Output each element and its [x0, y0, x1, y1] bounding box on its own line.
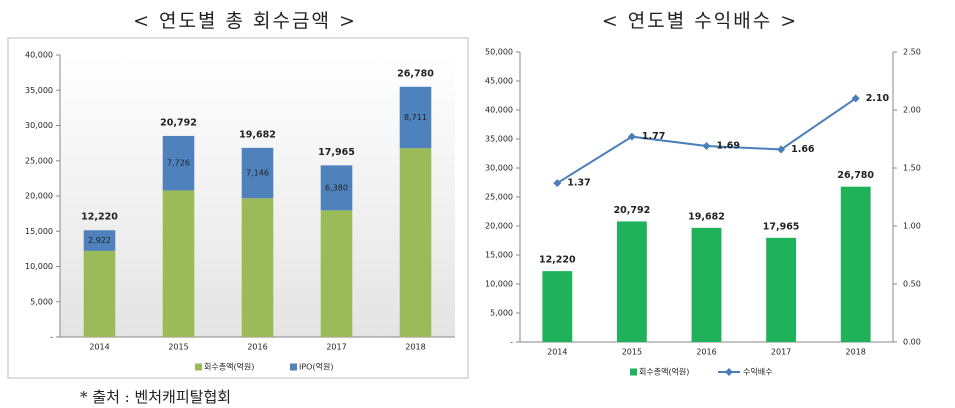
- bar: [766, 237, 797, 342]
- data-label: 26,780: [837, 170, 874, 181]
- y-tick-label: 20,000: [25, 192, 53, 201]
- y-tick-label: 10,000: [485, 280, 513, 289]
- chart-title: < 연도별 수익배수 >: [602, 10, 798, 32]
- line: [556, 97, 857, 184]
- bar: [840, 186, 871, 342]
- line-marker: [777, 145, 786, 154]
- data-label: 1.77: [642, 131, 665, 142]
- line-marker: [553, 179, 562, 188]
- y-tick-label: 25,000: [25, 156, 53, 165]
- bar: [241, 198, 274, 337]
- legend-swatch: [195, 363, 202, 371]
- y-tick-label: 45,000: [485, 77, 513, 86]
- legend-marker: [725, 368, 733, 376]
- y-tick-label: 15,000: [485, 251, 513, 260]
- legend-label: IPO(억원): [299, 362, 333, 372]
- bar: [162, 135, 195, 191]
- y-tick-label: 10,000: [25, 262, 53, 271]
- bar: [542, 271, 573, 342]
- y2-tick-label: 2.50: [903, 48, 921, 57]
- bar: [616, 221, 647, 342]
- x-tick-label: 2017: [771, 348, 791, 357]
- bar: [162, 190, 195, 337]
- line-marker: [702, 141, 711, 150]
- data-label: 12,220: [539, 255, 576, 266]
- y-tick-label: 25,000: [485, 193, 513, 202]
- x-tick-label: 2016: [696, 348, 716, 357]
- bar: [320, 210, 353, 337]
- data-label: 26,780: [397, 68, 434, 79]
- y2-tick-label: 0.00: [903, 338, 921, 347]
- bar: [320, 165, 353, 211]
- y2-tick-label: 0.50: [903, 280, 921, 289]
- x-tick-label: 2017: [326, 343, 346, 352]
- data-label: 8,711: [404, 113, 427, 122]
- y-tick-label: 20,000: [485, 222, 513, 231]
- data-label: 12,220: [81, 212, 118, 223]
- line-marker: [627, 132, 636, 141]
- data-label: 1.37: [567, 178, 590, 189]
- y-tick-label: 35,000: [485, 135, 513, 144]
- x-tick-label: 2018: [846, 348, 866, 357]
- data-label: 2.10: [866, 93, 890, 104]
- x-tick-label: 2015: [168, 343, 188, 352]
- x-tick-label: 2015: [622, 348, 642, 357]
- data-label: 17,965: [318, 147, 355, 158]
- x-tick-label: 2018: [405, 343, 425, 352]
- legend-label: 회수총액(억원): [204, 362, 254, 372]
- data-label: 6,380: [325, 183, 348, 192]
- y-tick-label: 50,000: [485, 48, 513, 57]
- bar: [399, 86, 432, 149]
- bar: [691, 227, 722, 342]
- data-label: 20,792: [160, 117, 197, 128]
- x-tick-label: 2014: [89, 343, 109, 352]
- legend-swatch: [630, 368, 637, 376]
- y2-tick-label: 2.00: [903, 106, 921, 115]
- data-label: 19,682: [239, 129, 276, 140]
- data-label: 17,965: [763, 221, 800, 232]
- source: * 출처 : 벤처캐피탈협회: [80, 388, 231, 406]
- y-tick-label: 40,000: [485, 106, 513, 115]
- bar: [83, 250, 116, 337]
- data-label: 1.66: [791, 144, 815, 155]
- data-label: 1.69: [717, 140, 740, 151]
- y-tick-label: 30,000: [485, 164, 513, 173]
- data-label: 19,682: [688, 211, 725, 222]
- data-label: 20,792: [614, 205, 651, 216]
- y-tick-label: 15,000: [25, 227, 53, 236]
- y-tick-label: 5,000: [30, 297, 53, 306]
- legend-label: 수익배수: [743, 367, 772, 377]
- y-tick-label: -: [50, 333, 53, 342]
- bar: [399, 148, 432, 337]
- legend-label: 회수총액(억원): [639, 367, 689, 377]
- legend-swatch: [290, 363, 297, 371]
- bar: [241, 147, 274, 199]
- y-tick-label: 35,000: [25, 86, 53, 95]
- data-label: 2,922: [88, 236, 111, 245]
- data-label: 7,726: [167, 159, 190, 168]
- x-tick-label: 2016: [247, 343, 267, 352]
- line-marker: [851, 94, 860, 103]
- bar: [83, 230, 116, 251]
- y-tick-label: -: [510, 338, 513, 347]
- y-tick-label: 30,000: [25, 121, 53, 130]
- y-tick-label: 40,000: [25, 51, 53, 60]
- y2-tick-label: 1.50: [903, 164, 921, 173]
- data-label: 7,146: [246, 169, 269, 178]
- chart-title: < 연도별 총 회수금액 >: [133, 10, 357, 32]
- y2-tick-label: 1.00: [903, 222, 921, 231]
- x-tick-label: 2014: [547, 348, 567, 357]
- y-tick-label: 5,000: [490, 309, 513, 318]
